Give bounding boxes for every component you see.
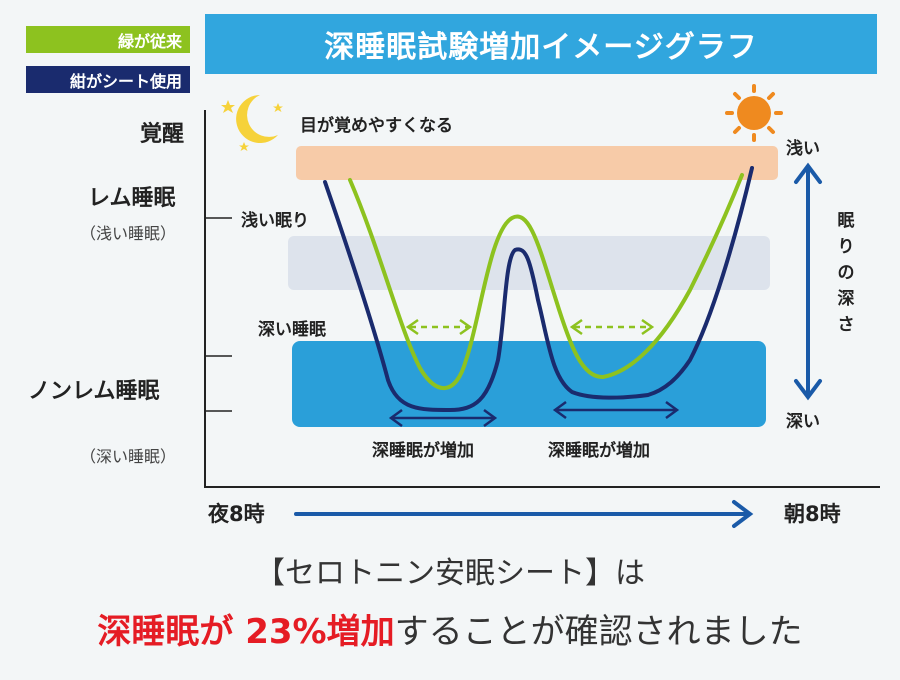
awake-band-label: 目が覚めやすくなる <box>300 116 453 136</box>
scale-depth-label: 眠りの深さ <box>837 211 855 335</box>
awake-band <box>296 146 778 180</box>
legend-sheet-use: 紺がシート使用 <box>26 66 190 93</box>
scale-shallow: 浅い <box>786 139 820 159</box>
deep-sleep-label: 深い睡眠 <box>258 320 326 340</box>
x-label-start: 夜8時 <box>208 502 265 526</box>
annotation-deep-increase: 深睡眠が増加 <box>372 441 474 461</box>
footer-line-2: 深睡眠が 23%増加することが確認されました <box>0 604 900 653</box>
star-icon <box>273 103 283 112</box>
green-dashed-arrow <box>569 318 655 336</box>
y-label-nonrem-sub: （深い睡眠） <box>80 447 177 466</box>
legend-conventional: 緑が従来 <box>26 26 190 53</box>
annotation-deep-increase: 深睡眠が増加 <box>548 441 650 461</box>
y-label-awake: 覚醒 <box>140 122 185 147</box>
star-icon <box>221 100 235 113</box>
footer-rest: することが確認されました <box>394 612 803 652</box>
green-dashed-arrow <box>405 318 473 336</box>
footer-line-1: 【セロトニン安眠シート】は <box>255 556 645 591</box>
navy-double-arrow <box>388 408 498 428</box>
sun-icon <box>725 84 783 142</box>
star-icon <box>239 142 249 151</box>
y-label-nonrem: ノンレム睡眠 <box>28 379 160 404</box>
footer-highlight: 深睡眠が 23%増加 <box>97 612 395 652</box>
crescent-moon-icon <box>221 95 283 151</box>
chart-title: 深睡眠試験増加イメージグラフ <box>205 14 877 74</box>
y-label-rem-sub: （浅い睡眠） <box>80 224 177 243</box>
time-arrow <box>294 500 754 528</box>
series-sheet-use-line <box>323 166 754 413</box>
x-label-end: 朝8時 <box>784 502 841 526</box>
y-label-rem: レム睡眠 <box>88 186 176 211</box>
depth-arrow <box>794 162 822 401</box>
navy-double-arrow <box>552 400 680 420</box>
scale-deep: 深い <box>786 412 820 432</box>
series-conventional-line <box>348 173 744 390</box>
light-sleep-label: 浅い眠り <box>241 211 309 231</box>
